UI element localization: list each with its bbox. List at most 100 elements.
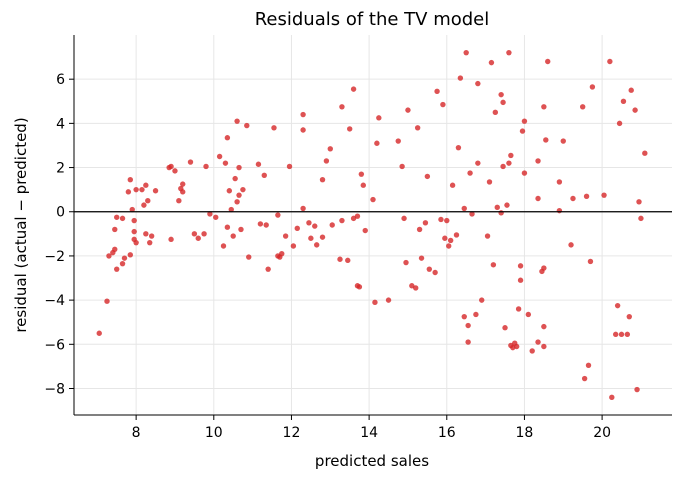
data-point [642, 150, 648, 156]
y-tick-label: −4 [44, 293, 65, 309]
data-point [279, 251, 285, 257]
data-point [300, 205, 306, 212]
data-point [141, 202, 147, 208]
data-point [500, 99, 506, 106]
data-point [255, 161, 262, 167]
data-point [405, 107, 411, 113]
data-point [541, 104, 547, 110]
data-point [172, 168, 178, 174]
data-point [465, 339, 471, 345]
data-point [319, 177, 326, 183]
data-point [589, 84, 596, 90]
data-point [556, 179, 563, 185]
data-point [416, 226, 423, 233]
data-point [475, 160, 481, 166]
data-point [213, 214, 219, 220]
data-point [356, 284, 363, 290]
data-point [535, 158, 541, 164]
data-point [541, 323, 547, 330]
data-point [362, 227, 368, 234]
data-point [583, 193, 590, 199]
data-point [300, 111, 306, 118]
data-point [360, 182, 366, 188]
data-point [203, 163, 209, 170]
data-point [265, 266, 271, 272]
data-point [216, 153, 223, 160]
data-point [525, 311, 532, 318]
data-point [399, 163, 405, 170]
data-point [119, 215, 126, 222]
data-point [133, 186, 139, 193]
data-point [147, 239, 153, 246]
data-point [506, 160, 512, 166]
data-point [401, 215, 407, 222]
data-point [131, 228, 137, 235]
data-point [449, 182, 456, 188]
x-axis-label: predicted sales [315, 452, 429, 470]
y-ticks: −8 −6 −4 −2 0 2 4 6 [44, 72, 74, 397]
data-point [517, 277, 524, 283]
data-point [224, 135, 231, 141]
data-point [587, 258, 594, 265]
data-point [168, 236, 174, 243]
data-point [370, 196, 376, 203]
x-tick-label: 18 [516, 425, 534, 441]
data-point [327, 146, 333, 152]
data-point [444, 217, 450, 224]
data-point [131, 217, 137, 224]
data-point [426, 266, 433, 272]
data-point [519, 128, 526, 134]
y-tick-label: 4 [56, 116, 65, 132]
data-point [232, 175, 238, 182]
x-tick-label: 20 [593, 425, 611, 441]
data-point [504, 202, 510, 208]
data-point [618, 331, 625, 338]
data-point [306, 220, 312, 226]
data-point [453, 232, 460, 238]
data-point [139, 186, 145, 193]
y-tick-label: 0 [56, 205, 65, 221]
axes [73, 35, 672, 416]
data-point [127, 252, 134, 258]
data-point [226, 188, 233, 194]
data-point [475, 80, 481, 87]
data-point [323, 158, 330, 164]
data-point [187, 159, 194, 165]
data-point [634, 386, 640, 393]
data-point [236, 164, 242, 171]
data-point [104, 298, 110, 304]
data-point [513, 343, 520, 350]
data-point [636, 199, 642, 205]
data-point [500, 163, 506, 170]
data-point [385, 297, 392, 303]
data-point [263, 222, 269, 228]
data-point [271, 125, 277, 131]
data-point [494, 204, 500, 211]
data-point [143, 182, 149, 188]
data-point [224, 224, 231, 230]
data-point [312, 223, 318, 229]
data-point [506, 49, 512, 56]
data-point [308, 235, 314, 241]
data-point [556, 207, 563, 214]
data-point [624, 331, 631, 338]
x-ticks: 8 10 12 14 16 18 20 [132, 415, 611, 441]
data-point [354, 213, 361, 219]
data-point [585, 362, 592, 368]
data-point [300, 127, 306, 133]
data-point [517, 263, 524, 269]
y-tick-label: 6 [56, 72, 65, 88]
data-point [479, 297, 485, 303]
data-point [467, 170, 473, 176]
data-point [220, 243, 227, 249]
data-point [201, 231, 207, 237]
data-point [632, 107, 638, 113]
data-point [96, 330, 102, 336]
data-point [461, 313, 467, 320]
chart-title: Residuals of the TV model [255, 9, 490, 30]
data-point [261, 172, 267, 178]
data-point [119, 260, 126, 267]
data-point [463, 49, 469, 56]
data-point [133, 239, 139, 246]
x-tick-label: 8 [132, 425, 141, 441]
